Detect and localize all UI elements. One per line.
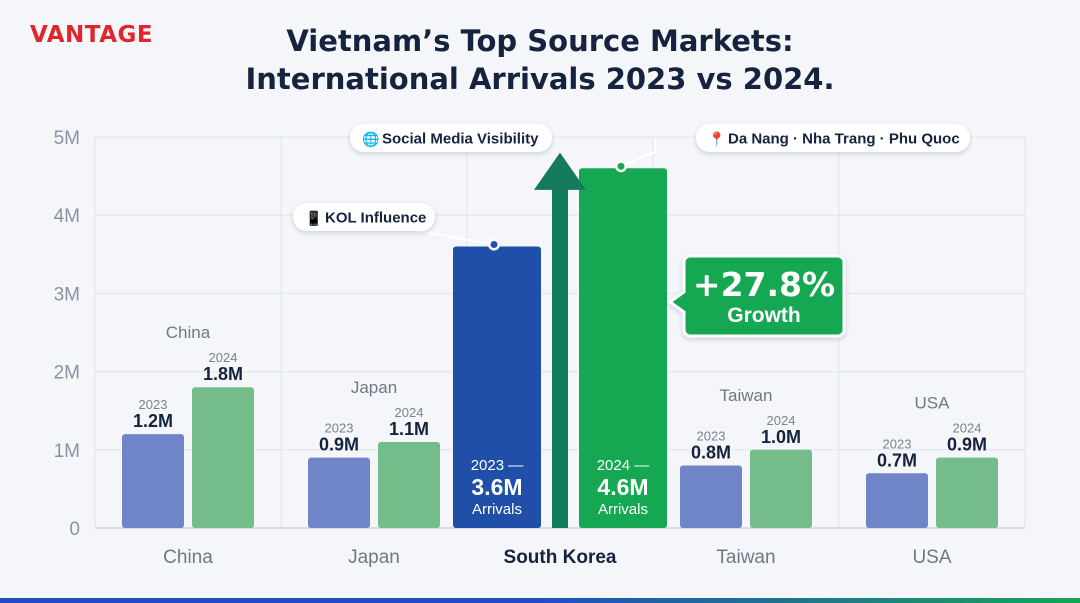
- x-tick-label: China: [163, 547, 213, 568]
- annotation-pill: [696, 124, 970, 152]
- data-label-2023: 0.8M: [691, 442, 731, 462]
- bar-2023-japan: [308, 457, 370, 528]
- series-label-2023: 2023: [325, 421, 354, 436]
- annotation-globe: 🌐 Social Media Visibility: [350, 124, 552, 152]
- growth-callout: +27.8%Growth: [667, 254, 846, 338]
- brand-logo: VANTAGE: [30, 22, 154, 48]
- x-tick-label: South Korea: [504, 547, 617, 568]
- bar-2024-south-korea: [579, 168, 667, 528]
- x-tick-label: Taiwan: [716, 547, 775, 568]
- globe-icon: 🌐: [362, 131, 379, 148]
- data-label-2024: 1.1M: [389, 419, 429, 439]
- bottom-accent-strip: [0, 598, 1080, 603]
- annotation-dot-core: [490, 240, 498, 248]
- annotation-text: KOL Influence: [325, 210, 426, 227]
- y-tick-label: 1M: [54, 441, 80, 462]
- highlight-head-2024: 2024 —: [597, 457, 650, 474]
- data-label-2024: 1.0M: [761, 427, 801, 447]
- x-tick-label: USA: [912, 547, 951, 568]
- series-label-2024: 2024: [395, 405, 424, 420]
- data-label-2023: 0.7M: [877, 450, 917, 470]
- annotation-pill: [293, 203, 435, 231]
- data-label-2023: 0.9M: [319, 435, 359, 455]
- series-label-2024: 2024: [953, 421, 982, 436]
- y-tick-label: 5M: [54, 128, 80, 149]
- growth-callout-box: [667, 254, 846, 338]
- series-label-2024: 2024: [767, 413, 796, 428]
- category-label: Japan: [351, 378, 397, 397]
- data-label-2024: 1.8M: [203, 364, 243, 384]
- bar-2023-south-korea: [453, 246, 541, 529]
- phone-icon: 📱: [305, 210, 322, 227]
- annotation-pin: 📍 Da Nang · Nha Trang · Phu Quoc: [615, 124, 970, 173]
- annotation-leader-line: [620, 138, 656, 168]
- bar-2024-japan: [378, 441, 440, 528]
- category-label: Taiwan: [720, 386, 773, 405]
- growth-arrow-head: [534, 152, 586, 190]
- bar-2024-china: [192, 387, 254, 528]
- data-label-2023: 1.2M: [133, 411, 173, 431]
- annotation-text: Social Media Visibility: [382, 131, 539, 148]
- bar-2023-taiwan: [680, 465, 742, 528]
- annotation-dot-core: [617, 162, 625, 170]
- growth-label: Growth: [727, 304, 801, 327]
- data-label-2024: 0.9M: [947, 435, 987, 455]
- category-label: China: [166, 323, 211, 342]
- annotation-text: Da Nang · Nha Trang · Phu Quoc: [728, 131, 960, 148]
- category-label: USA: [915, 394, 951, 413]
- growth-value: +27.8%: [693, 265, 835, 304]
- chart-title-line-2: International Arrivals 2023 vs 2024.: [245, 62, 835, 96]
- bar-2024-taiwan: [750, 449, 812, 528]
- bars: [122, 152, 998, 529]
- annotation-pill: [350, 124, 552, 152]
- series-label-2023: 2023: [697, 428, 726, 443]
- bar-2024-usa: [936, 457, 998, 528]
- annotation-phone: 📱 KOL Influence: [293, 203, 500, 251]
- y-tick-label: 3M: [54, 284, 80, 305]
- pin-icon: 📍: [708, 131, 725, 148]
- highlight-tail-2024: Arrivals: [598, 501, 648, 518]
- bar-2023-china: [122, 434, 184, 528]
- highlight-value-2023: 3.6M: [471, 474, 522, 500]
- highlight-head-2023: 2023 —: [471, 457, 524, 474]
- y-tick-label: 0: [69, 519, 80, 540]
- series-label-2024: 2024: [209, 350, 238, 365]
- y-tick-label: 4M: [54, 206, 80, 227]
- growth-arrow-shaft: [552, 187, 568, 528]
- x-tick-label: Japan: [348, 547, 400, 568]
- bar-2023-usa: [866, 473, 928, 528]
- highlight-tail-2023: Arrivals: [472, 501, 522, 518]
- highlight-value-2024: 4.6M: [597, 474, 648, 500]
- series-label-2023: 2023: [883, 436, 912, 451]
- chart-title-line-1: Vietnam’s Top Source Markets:: [286, 24, 794, 58]
- y-tick-label: 2M: [54, 363, 80, 384]
- bar-labels: 20231.2M20241.8MChina20230.9M20241.1MJap…: [133, 323, 987, 518]
- chart-title: Vietnam’s Top Source Markets: Internatio…: [0, 22, 1080, 98]
- series-label-2023: 2023: [139, 397, 168, 412]
- annotations: +27.8%Growth 📱 KOL Influence 🌐 Social Media …: [293, 124, 970, 338]
